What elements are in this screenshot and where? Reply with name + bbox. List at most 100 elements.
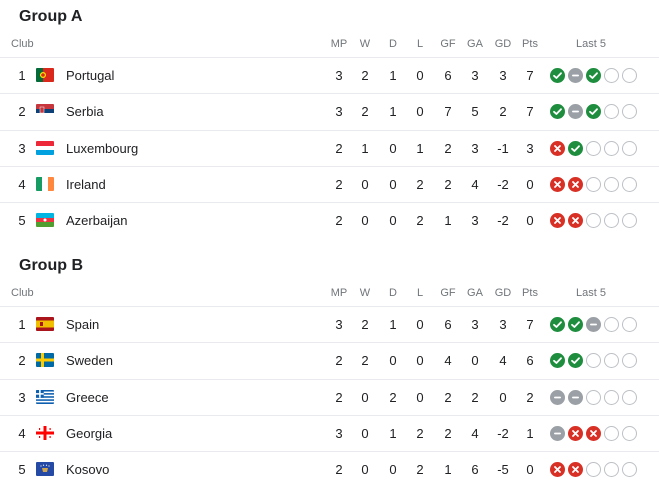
- empty-result-icon: [586, 213, 601, 229]
- win-check-icon[interactable]: [550, 353, 565, 369]
- empty-result-icon: [604, 317, 619, 332]
- header-ga: GA: [467, 38, 483, 50]
- draw-minus-icon[interactable]: [550, 425, 565, 441]
- stat-w: 1: [361, 140, 369, 156]
- draw-minus-icon[interactable]: [568, 389, 583, 405]
- header-last5: Last 5: [576, 287, 606, 299]
- empty-result-icon: [622, 213, 637, 229]
- loss-x-icon[interactable]: [586, 425, 601, 441]
- table-row[interactable]: 3 Luxembourg 2 1 0 1 2 3 -1 3: [0, 129, 659, 166]
- header-d: D: [389, 38, 397, 50]
- table-row[interactable]: 3 Greece 2 0 2 0 2 2 0 2: [0, 378, 659, 415]
- empty-result-icon: [622, 104, 637, 120]
- luxembourg-flag-icon: [36, 140, 54, 155]
- stat-mp: 2: [335, 213, 343, 229]
- win-check-icon[interactable]: [550, 68, 565, 83]
- draw-minus-icon[interactable]: [568, 68, 583, 83]
- stat-ga: 4: [471, 425, 479, 441]
- header-gf: GF: [440, 287, 456, 299]
- draw-minus-icon[interactable]: [586, 317, 601, 332]
- empty-result-icon: [604, 140, 619, 156]
- stat-gf: 2: [444, 176, 452, 192]
- table-row[interactable]: 5 Azerbaijan 2 0 0 2 1 3 -2 0: [0, 202, 659, 238]
- empty-result-icon: [622, 389, 637, 405]
- win-check-icon[interactable]: [568, 317, 583, 332]
- stat-ga: 6: [471, 462, 479, 478]
- club-name[interactable]: Luxembourg: [66, 140, 139, 156]
- stat-w: 0: [361, 176, 369, 192]
- stat-gf: 1: [444, 462, 452, 478]
- stat-w: 2: [361, 317, 369, 332]
- rank: 4: [18, 176, 26, 192]
- georgia-flag-icon: [36, 425, 54, 440]
- stat-gd: 2: [499, 104, 507, 120]
- stat-mp: 3: [335, 104, 343, 120]
- stat-gd: 4: [499, 353, 507, 369]
- club-name[interactable]: Ireland: [66, 176, 106, 192]
- win-check-icon[interactable]: [586, 104, 601, 120]
- stat-gf: 7: [444, 104, 452, 120]
- stat-ga: 2: [471, 389, 479, 405]
- stat-gd: -2: [497, 176, 509, 192]
- stat-gf: 1: [444, 213, 452, 229]
- club-name[interactable]: Greece: [66, 389, 109, 405]
- stat-l: 2: [416, 462, 424, 478]
- win-check-icon[interactable]: [550, 104, 565, 120]
- loss-x-icon[interactable]: [550, 462, 565, 478]
- serbia-flag-icon: [36, 104, 54, 119]
- spain-flag-icon: [36, 317, 54, 331]
- loss-x-icon[interactable]: [550, 140, 565, 156]
- stat-pts: 0: [526, 176, 534, 192]
- rank: 1: [18, 317, 26, 332]
- kosovo-flag-icon: [36, 462, 54, 477]
- loss-x-icon[interactable]: [568, 462, 583, 478]
- club-name[interactable]: Spain: [66, 317, 100, 332]
- rank: 5: [18, 213, 26, 229]
- club-name[interactable]: Sweden: [66, 353, 113, 369]
- stat-w: 2: [361, 68, 369, 83]
- club-name[interactable]: Kosovo: [66, 462, 110, 478]
- stat-pts: 2: [526, 389, 534, 405]
- club-name[interactable]: Serbia: [66, 104, 104, 120]
- stat-gd: -2: [497, 213, 509, 229]
- stat-d: 0: [389, 176, 397, 192]
- table-row[interactable]: 4 Ireland 2 0 0 2 2 4 -2 0: [0, 165, 659, 202]
- loss-x-icon[interactable]: [568, 176, 583, 192]
- stat-l: 0: [416, 317, 424, 332]
- empty-result-icon: [604, 462, 619, 478]
- stat-gd: -2: [497, 425, 509, 441]
- stat-gd: 3: [499, 68, 507, 83]
- loss-x-icon[interactable]: [550, 176, 565, 192]
- club-name[interactable]: Portugal: [66, 68, 115, 83]
- table-row[interactable]: 2 Sweden 2 2 0 0 4 0 4 6: [0, 342, 659, 378]
- header-l: L: [416, 287, 424, 299]
- loss-x-icon[interactable]: [550, 213, 565, 229]
- win-check-icon[interactable]: [568, 353, 583, 369]
- stat-mp: 2: [335, 140, 343, 156]
- loss-x-icon[interactable]: [568, 213, 583, 229]
- stat-mp: 2: [335, 462, 343, 478]
- table-row[interactable]: 1 Portugal 3 2 1 0 6 3 3 7: [0, 57, 659, 93]
- table-row[interactable]: 4 Georgia 3 0 1 2 2 4 -2 1: [0, 414, 659, 451]
- header-w: W: [359, 287, 371, 299]
- stat-w: 0: [361, 389, 369, 405]
- table-row[interactable]: 1 Spain 3 2 1 0 6 3 3 7: [0, 306, 659, 342]
- table-row[interactable]: 5 Kosovo 2 0 0 2 1 6 -5 0: [0, 451, 659, 487]
- stat-ga: 3: [471, 68, 479, 83]
- empty-result-icon: [604, 213, 619, 229]
- header-pts: Pts: [522, 38, 538, 50]
- empty-result-icon: [586, 353, 601, 369]
- rank: 4: [18, 425, 26, 441]
- stat-gd: 3: [499, 317, 507, 332]
- draw-minus-icon[interactable]: [550, 389, 565, 405]
- win-check-icon[interactable]: [586, 68, 601, 83]
- club-name[interactable]: Azerbaijan: [66, 213, 128, 229]
- club-name[interactable]: Georgia: [66, 425, 113, 441]
- draw-minus-icon[interactable]: [568, 104, 583, 120]
- loss-x-icon[interactable]: [568, 425, 583, 441]
- win-check-icon[interactable]: [568, 140, 583, 156]
- empty-result-icon: [604, 68, 619, 83]
- table-row[interactable]: 2 Serbia 3 2 1 0 7 5 2 7: [0, 93, 659, 129]
- win-check-icon[interactable]: [550, 317, 565, 332]
- stat-w: 0: [361, 213, 369, 229]
